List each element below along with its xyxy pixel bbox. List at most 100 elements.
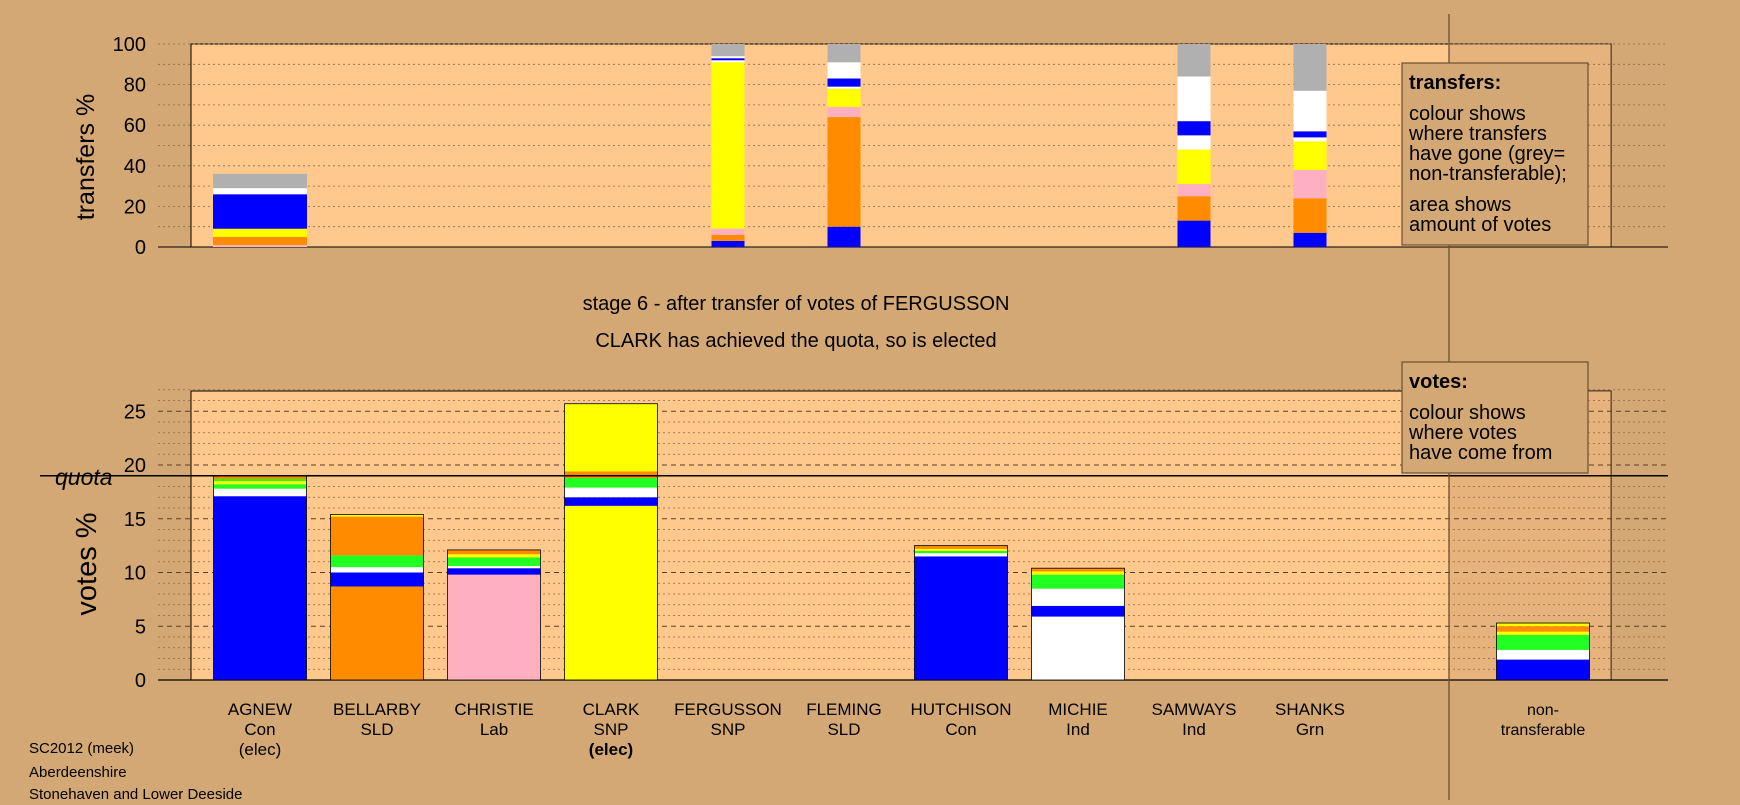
vote-segment xyxy=(213,484,307,489)
transfer-segment xyxy=(1177,121,1211,136)
transfers-y-ticks: 0 20 40 60 80 100 xyxy=(113,34,146,259)
vote-segment xyxy=(213,478,307,482)
candidate-party: Ind xyxy=(1182,720,1206,739)
transfer-segment xyxy=(711,58,745,61)
vote-segment xyxy=(330,586,424,680)
quota-label: quota xyxy=(55,464,113,490)
votes-legend: votes: colour shows where votes have com… xyxy=(1401,361,1589,474)
vote-segment xyxy=(447,554,541,558)
vote-segment xyxy=(447,549,541,555)
votes-panel xyxy=(190,390,1612,681)
vote-bar-outline xyxy=(1496,622,1590,681)
transfer-segment xyxy=(1177,135,1211,150)
y-tick-label: 20 xyxy=(124,455,146,477)
vote-segment xyxy=(1496,649,1590,660)
transfer-segment xyxy=(711,228,745,235)
vote-segment xyxy=(914,556,1008,680)
vote-segment xyxy=(914,548,1008,551)
vote-bar-clark xyxy=(564,403,658,681)
y-tick-label: 5 xyxy=(135,616,146,638)
vote-segment xyxy=(213,496,307,680)
votes-legend-box xyxy=(1401,361,1589,474)
vote-bar-hutchison xyxy=(914,545,1008,681)
stage-subtitle: CLARK has achieved the quota, so is elec… xyxy=(595,330,996,352)
transfer-segment xyxy=(827,78,861,87)
candidate-label: non-transferable xyxy=(1501,702,1586,739)
vote-segment xyxy=(447,557,541,567)
transfers-legend-heading: transfers: xyxy=(1409,72,1501,94)
transfer-bar-agnew xyxy=(213,173,307,247)
candidate-status: (elec) xyxy=(239,740,282,759)
transfer-segment xyxy=(213,188,307,195)
transfer-segment xyxy=(1293,169,1327,199)
vote-bar-outline xyxy=(330,514,424,681)
vote-segment xyxy=(1031,605,1125,617)
transfer-bar-samways xyxy=(1177,44,1211,247)
transfer-segment xyxy=(711,234,745,241)
vote-segment xyxy=(564,471,658,478)
candidate-party: Lab xyxy=(480,720,508,739)
transfer-segment xyxy=(711,56,745,59)
transfer-segment xyxy=(1293,232,1327,247)
vote-segment xyxy=(914,545,1008,549)
candidate-name: AGNEW xyxy=(228,700,292,719)
transfer-segment xyxy=(1177,149,1211,185)
transfers-legend-line: have gone (grey= xyxy=(1409,143,1565,165)
transfer-segment xyxy=(1177,76,1211,122)
footer-line: Aberdeenshire xyxy=(29,764,127,781)
vote-segment xyxy=(330,516,424,556)
candidate-party: SNP xyxy=(711,720,746,739)
y-tick-label: 0 xyxy=(135,670,146,692)
vote-segment xyxy=(447,574,541,680)
candidate-name: HUTCHISON xyxy=(910,700,1011,719)
candidate-party: Grn xyxy=(1296,720,1324,739)
vote-segment xyxy=(1031,616,1125,680)
y-tick-label: 80 xyxy=(124,75,146,97)
transfers-legend-box xyxy=(1401,62,1589,246)
votes-legend-line: colour shows xyxy=(1409,402,1526,424)
candidate-name: non- xyxy=(1527,702,1559,719)
transfer-segment xyxy=(1293,137,1327,142)
vote-segment xyxy=(564,505,658,680)
transfers-legend-line: where transfers xyxy=(1408,123,1547,145)
vote-bar-christie xyxy=(447,549,541,681)
transfer-segment xyxy=(827,117,861,227)
vote-segment xyxy=(1031,588,1125,606)
vote-segment xyxy=(1496,626,1590,632)
vote-segment xyxy=(447,568,541,575)
candidate-name: FLEMING xyxy=(806,700,882,719)
y-tick-label: 0 xyxy=(135,237,146,259)
votes-legend-heading: votes: xyxy=(1409,371,1468,393)
candidate-party: SLD xyxy=(360,720,393,739)
vote-segment xyxy=(1031,568,1125,572)
y-tick-label: 15 xyxy=(124,509,146,531)
votes-legend-line: have come from xyxy=(1409,442,1552,464)
candidate-labels: AGNEWCon(elec)BELLARBYSLDCHRISTIELabCLAR… xyxy=(228,700,1585,759)
candidate-name: MICHIE xyxy=(1048,700,1108,719)
transfer-segment xyxy=(1293,141,1327,170)
transfer-segment xyxy=(827,88,861,107)
transfer-segment xyxy=(213,236,307,245)
transfer-segment xyxy=(1293,198,1327,233)
transfer-segment xyxy=(827,226,861,247)
footer-line: Stonehaven and Lower Deeside xyxy=(29,786,243,800)
vote-segment xyxy=(447,566,541,569)
votes-legend-line: where votes xyxy=(1408,422,1517,444)
transfers-legend-line: non-transferable); xyxy=(1409,163,1567,185)
vote-segment xyxy=(1496,659,1590,680)
candidate-name: SHANKS xyxy=(1275,700,1345,719)
transfer-bar-shanks xyxy=(1293,44,1327,247)
candidate-party: Con xyxy=(244,720,275,739)
transfer-segment xyxy=(213,194,307,229)
vote-segment xyxy=(330,567,424,573)
candidate-name: SAMWAYS xyxy=(1151,700,1236,719)
transfer-segment xyxy=(711,44,745,57)
transfer-bar-fleming xyxy=(827,44,861,247)
candidate-name: CLARK xyxy=(583,700,640,719)
transfer-segment xyxy=(1177,220,1211,247)
